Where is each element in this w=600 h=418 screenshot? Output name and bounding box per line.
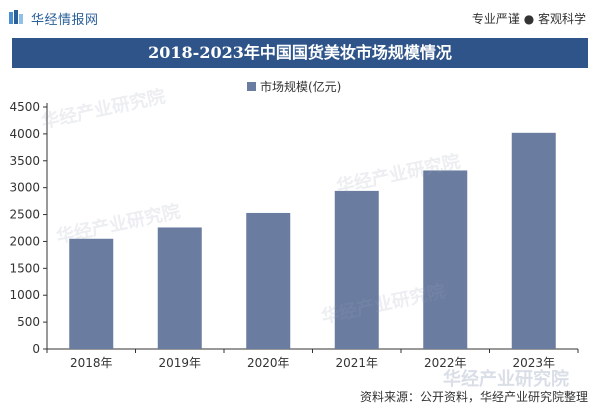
chart-legend: 市场规模(亿元) <box>247 78 341 95</box>
y-tick-label: 2500 <box>9 208 40 222</box>
bar <box>246 212 291 349</box>
legend-swatch <box>247 82 256 91</box>
brand-logo-icon <box>9 10 23 24</box>
x-tick-label: 2021年 <box>335 356 378 370</box>
x-tick-label: 2022年 <box>424 356 467 370</box>
bar <box>69 238 114 349</box>
x-tick-label: 2019年 <box>158 356 201 370</box>
chart-title: 2018-2023年中国国货美妆市场规模情况 <box>12 38 588 68</box>
top-header: 华经情报网 专业严谨 ● 客观科学 <box>0 0 600 34</box>
bar <box>511 132 556 349</box>
y-tick-label: 2000 <box>9 234 40 248</box>
x-tick-label: 2023年 <box>512 356 555 370</box>
bar <box>423 170 468 349</box>
y-tick-label: 500 <box>17 315 40 329</box>
y-tick-label: 4000 <box>9 127 40 141</box>
y-tick-label: 3500 <box>9 154 40 168</box>
x-tick-label: 2018年 <box>70 356 113 370</box>
source-note: 资料来源：公开资料，华经产业研究院整理 <box>359 390 588 404</box>
y-tick-label: 3000 <box>9 181 40 195</box>
y-tick-label: 1000 <box>9 288 40 302</box>
brand-name: 华经情报网 <box>31 13 99 28</box>
y-tick-label: 4500 <box>9 100 40 114</box>
x-tick-label: 2020年 <box>247 356 290 370</box>
brand-slogan: 专业严谨 ● 客观科学 <box>471 12 586 26</box>
footer-watermark: 华经产业研究院 <box>443 369 569 390</box>
y-tick-label: 1500 <box>9 261 40 275</box>
legend-label: 市场规模(亿元) <box>260 80 342 94</box>
bar <box>334 190 379 349</box>
y-tick-label: 0 <box>32 342 40 356</box>
bar <box>157 227 202 349</box>
